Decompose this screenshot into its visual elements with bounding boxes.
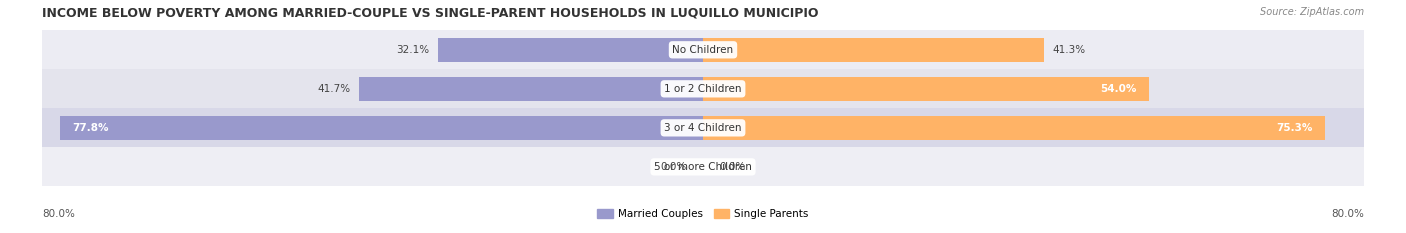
Bar — [42, 30, 1364, 69]
Bar — [359, 77, 703, 101]
Text: 54.0%: 54.0% — [1101, 84, 1136, 94]
Bar — [42, 108, 1364, 147]
Text: 80.0%: 80.0% — [42, 209, 75, 219]
Bar — [437, 38, 703, 62]
Bar — [703, 38, 1045, 62]
Text: 41.7%: 41.7% — [318, 84, 350, 94]
Text: 0.0%: 0.0% — [720, 162, 745, 172]
Bar — [703, 116, 1324, 140]
Text: 32.1%: 32.1% — [396, 45, 430, 55]
Text: 0.0%: 0.0% — [661, 162, 686, 172]
Text: 3 or 4 Children: 3 or 4 Children — [664, 123, 742, 133]
Bar — [42, 69, 1364, 108]
Text: 1 or 2 Children: 1 or 2 Children — [664, 84, 742, 94]
Text: INCOME BELOW POVERTY AMONG MARRIED-COUPLE VS SINGLE-PARENT HOUSEHOLDS IN LUQUILL: INCOME BELOW POVERTY AMONG MARRIED-COUPL… — [42, 7, 818, 20]
Bar — [703, 77, 1149, 101]
Bar — [42, 147, 1364, 186]
Text: 41.3%: 41.3% — [1053, 45, 1085, 55]
Legend: Married Couples, Single Parents: Married Couples, Single Parents — [593, 205, 813, 223]
Bar — [60, 116, 703, 140]
Text: 5 or more Children: 5 or more Children — [654, 162, 752, 172]
Text: No Children: No Children — [672, 45, 734, 55]
Text: 75.3%: 75.3% — [1277, 123, 1313, 133]
Text: 80.0%: 80.0% — [1331, 209, 1364, 219]
Text: Source: ZipAtlas.com: Source: ZipAtlas.com — [1260, 7, 1364, 17]
Text: 77.8%: 77.8% — [73, 123, 110, 133]
